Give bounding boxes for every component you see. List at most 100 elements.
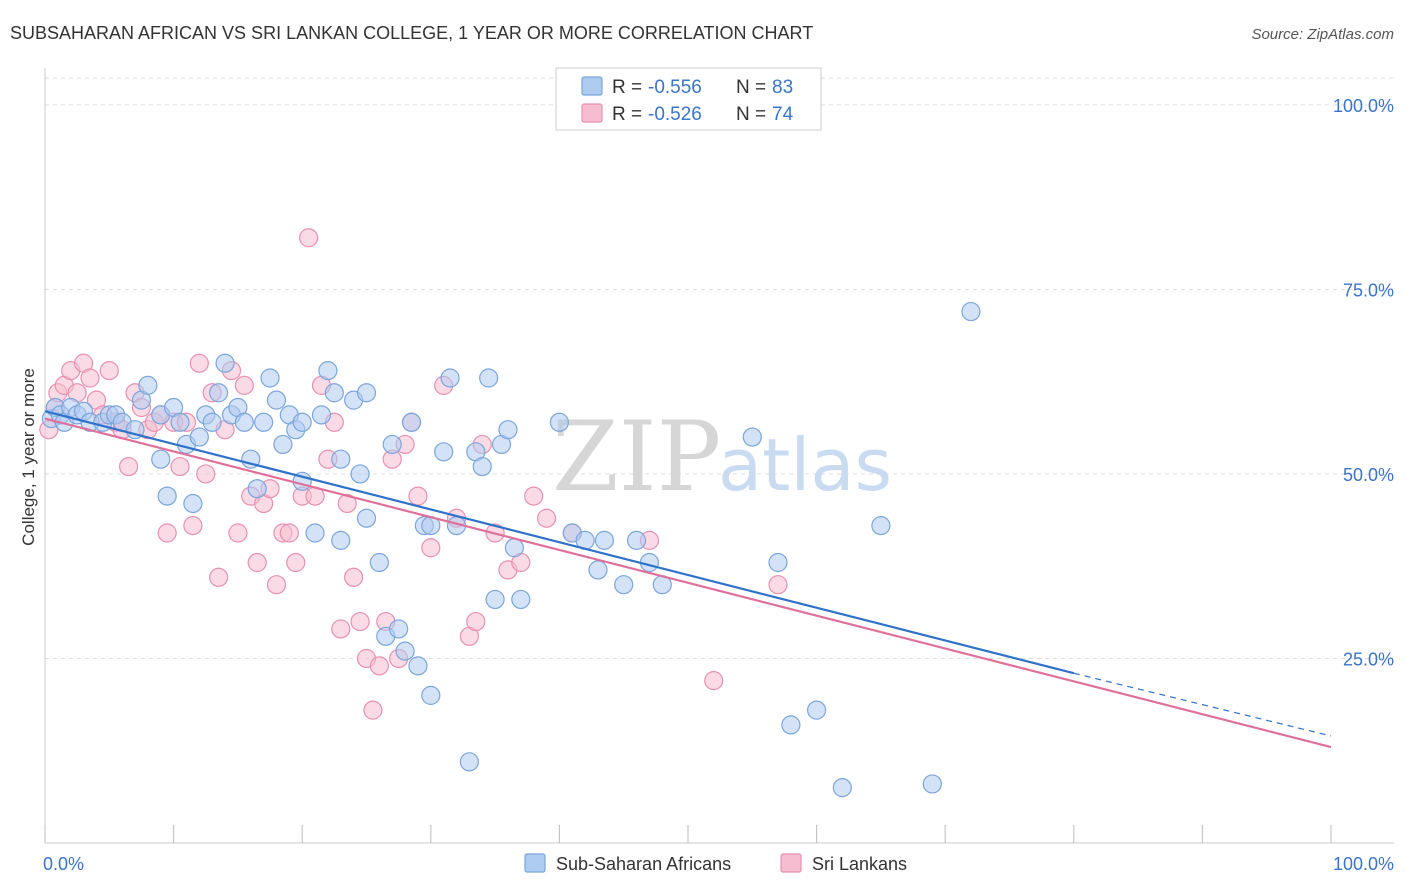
legend-r-label-blue: R = [612,77,642,98]
sri-lankans-point [704,671,724,691]
sub-saharan-africans-point [961,301,981,322]
sri-lankans-point [331,619,351,639]
sri-lankans-point [80,368,100,388]
chart-source: Source: ZipAtlas.com [1251,26,1394,43]
bottom-legend-label-blue: Sub-Saharan Africans [556,854,731,874]
sri-lankans-point [524,486,544,506]
sri-lankans-point [209,567,229,587]
sri-lankans-point [279,523,299,543]
sub-saharan-africans-point [511,589,531,610]
sub-saharan-africans-point [292,412,312,432]
sri-lankans-point [363,700,383,720]
bottom-legend-label-pink: Sri Lankans [812,854,907,874]
sub-saharan-africans-point [273,434,293,455]
sub-saharan-africans-point [421,685,441,705]
sri-lankans-point [234,375,254,395]
sri-lankans-point [266,575,287,595]
legend-n-label-blue: N = [736,77,766,98]
sri-lankans-point [228,523,248,543]
sub-saharan-africans-point [260,368,280,388]
sub-saharan-africans-point [408,656,428,676]
sub-saharan-africans-points [41,301,981,798]
sub-saharan-africans-point [498,420,518,440]
chart-title: SUBSAHARAN AFRICAN VS SRI LANKAN COLLEGE… [10,23,813,43]
sub-saharan-africans-point [742,427,762,447]
sub-saharan-africans-point [434,442,454,462]
sri-lankans-point [196,464,216,484]
top-legend: R = -0.556 N = 83 R = -0.526 N = 74 [555,67,822,131]
x-tick-label-min: 0.0% [43,854,84,874]
sub-saharan-africans-point [331,449,351,469]
legend-n-label-pink: N = [736,104,766,125]
sub-saharan-africans-point [247,479,267,499]
bottom-legend-swatch-blue [524,853,546,873]
sub-saharan-africans-point [356,383,377,403]
sri-lankans-point [466,611,486,632]
sub-saharan-africans-point [318,361,338,381]
sub-saharan-africans-point [324,383,344,403]
sub-saharan-africans-point [806,700,827,720]
legend-n-value-blue: 83 [772,77,793,98]
sub-saharan-africans-point [479,368,499,388]
sub-saharan-africans-point [440,368,460,388]
sri-lankans-point [189,353,209,373]
sub-saharan-africans-point [871,516,891,536]
sri-lankans-point [286,552,306,573]
sub-saharan-africans-point [626,530,647,550]
sub-saharan-africans-point [549,412,570,432]
y-tick-label: 25.0% [1343,649,1394,669]
sub-saharan-africans-point [832,778,852,798]
sri-lankans-point [337,493,357,514]
sub-saharan-africans-point [401,412,422,432]
x-tick-label-max: 100.0% [1333,854,1394,874]
bottom-legend-swatch-pink [780,853,802,873]
watermark-zip: ZIP [552,401,721,513]
legend-swatch-blue [581,76,603,96]
sub-saharan-africans-point [485,589,505,610]
watermark: ZIP atlas [552,401,892,513]
sub-saharan-africans-point [472,456,492,477]
sri-lankans-point [183,516,203,536]
sri-lankans-point [247,552,267,573]
y-tick-label: 50.0% [1343,465,1394,485]
blue-trend-extension [1073,672,1332,737]
legend-r-value-pink: -0.526 [648,104,702,125]
y-tick-label: 100.0% [1333,96,1394,116]
sub-saharan-africans-point [234,412,254,432]
grid-layer: 25.0% 50.0% 75.0% 100.0% [45,77,1394,669]
axis-layer: 0.0% 100.0% [43,68,1394,874]
trend-lines [44,410,1332,749]
sub-saharan-africans-point [594,530,615,550]
sri-lankans-point [157,523,177,543]
sub-saharan-africans-point [311,405,332,425]
sri-lankans-point [299,228,319,248]
sub-saharan-africans-point [209,383,229,403]
sub-saharan-africans-point [459,752,479,772]
legend-r-label-pink: R = [612,104,642,125]
sri-lankans-point [344,567,364,587]
bottom-legend: Sub-Saharan Africans Sri Lankans [524,853,907,874]
sub-saharan-africans-point [151,449,171,469]
sri-lankans-point [421,538,441,558]
legend-swatch-pink [581,103,603,123]
sub-saharan-africans-point [254,412,274,432]
sri-lankans-point [408,486,428,506]
sub-saharan-africans-point [389,619,409,639]
sub-saharan-africans-point [781,715,801,735]
blue-trend-line [44,410,1075,675]
pink-trend-line [44,417,1332,749]
sub-saharan-africans-point [157,486,177,506]
sub-saharan-africans-point [189,427,209,447]
sub-saharan-africans-point [266,390,287,410]
legend-n-value-pink: 74 [772,104,794,125]
sub-saharan-africans-point [382,434,402,455]
sub-saharan-africans-point [768,552,788,573]
sub-saharan-africans-point [183,493,203,514]
sub-saharan-africans-point [356,508,377,528]
sri-lankans-point [99,361,119,381]
sri-lankans-point [768,575,788,595]
sub-saharan-africans-point [202,412,222,432]
sub-saharan-africans-point [350,464,370,484]
sri-lankans-point [536,508,557,528]
